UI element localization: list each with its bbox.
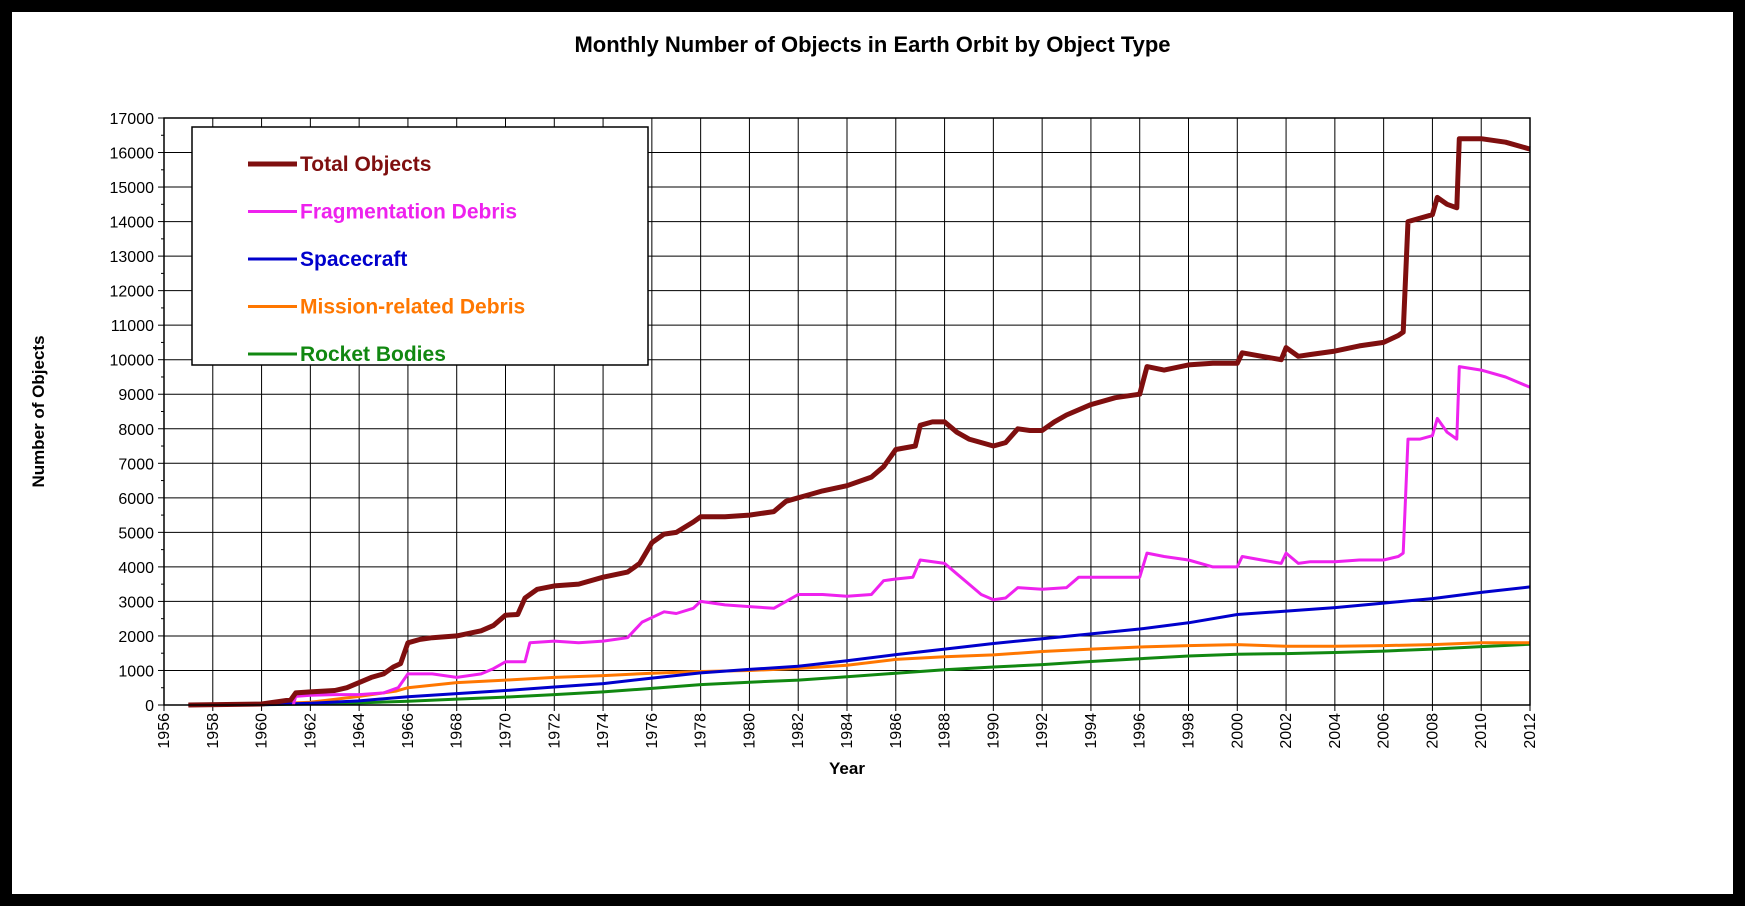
y-tick-label: 2000 [118, 629, 154, 646]
series-line-rocket-bodies [188, 642, 1531, 707]
legend-label: Spacecraft [300, 248, 407, 271]
y-tick-label: 13000 [110, 249, 155, 266]
y-tick-label: 17000 [110, 111, 155, 128]
x-tick-label: 1990 [985, 713, 1002, 749]
y-tick-label: 5000 [118, 525, 154, 542]
series-lines [188, 136, 1531, 708]
x-tick-label: 1970 [498, 713, 515, 749]
legend-label: Mission-related Debris [300, 296, 525, 319]
x-tick-label: 1974 [595, 713, 612, 749]
y-tick-label: 15000 [110, 180, 155, 197]
x-axis-ticks: 1956 1958 1960 1962 1964 1966 1968 1970 1972 1974… [156, 705, 1539, 749]
x-tick-label: 1986 [888, 713, 905, 749]
x-axis-title: Year [829, 759, 865, 778]
series-line-total-objects [188, 136, 1531, 708]
x-tick-label: 1962 [302, 713, 319, 749]
y-tick-label: 12000 [110, 284, 155, 301]
x-tick-label: 1998 [1181, 713, 1198, 749]
y-tick-label: 4000 [118, 560, 154, 577]
y-tick-label: 16000 [110, 146, 155, 163]
y-tick-label: 6000 [118, 491, 154, 508]
y-axis-title: Number of Objects [29, 335, 48, 487]
x-tick-label: 1964 [351, 713, 368, 749]
x-tick-label: 2012 [1522, 713, 1539, 749]
y-tick-label: 14000 [110, 215, 155, 232]
x-tick-label: 2004 [1327, 713, 1344, 749]
x-tick-label: 1980 [741, 713, 758, 749]
x-tick-label: 1994 [1083, 713, 1100, 749]
y-tick-label: 9000 [118, 387, 154, 404]
x-tick-label: 1976 [644, 713, 661, 749]
x-tick-label: 1988 [937, 713, 954, 749]
chart-title: Monthly Number of Objects in Earth Orbit… [574, 32, 1171, 57]
x-tick-label: 2000 [1229, 713, 1246, 749]
series-line-mission-related-debris [188, 641, 1530, 707]
y-tick-label: 8000 [118, 422, 154, 439]
line-chart: 0 1000 2000 3000 4000 5000 6000 7000 8000 9000 100… [29, 111, 1539, 778]
y-axis-ticks: 0 1000 2000 3000 4000 5000 6000 7000 8000 9000 100… [110, 111, 164, 715]
x-tick-label: 1982 [790, 713, 807, 749]
x-tick-label: 1978 [693, 713, 710, 749]
x-tick-label: 2006 [1376, 713, 1393, 749]
grid [163, 117, 1531, 706]
x-tick-label: 1984 [839, 713, 856, 749]
y-tick-label: 10000 [110, 353, 155, 370]
y-tick-label: 1000 [118, 663, 154, 680]
legend-box [191, 126, 649, 366]
chart-panel: Monthly Number of Objects in Earth Orbit… [12, 12, 1733, 894]
legend: Total Objects Fragmentation Debris Spacecr… [191, 126, 649, 366]
y-tick-label: 0 [145, 698, 154, 715]
y-tick-label: 11000 [111, 318, 154, 335]
legend-label: Total Objects [300, 153, 431, 176]
series-line-spacecraft [188, 585, 1531, 707]
x-tick-label: 2008 [1424, 713, 1441, 749]
x-tick-label: 1968 [449, 713, 466, 749]
y-tick-label: 3000 [118, 594, 154, 611]
x-tick-label: 1966 [400, 713, 417, 749]
plot-border [163, 117, 1531, 706]
x-tick-label: 1996 [1132, 713, 1149, 749]
x-tick-label: 1958 [205, 713, 222, 749]
series-line-fragmentation-debris [291, 365, 1531, 706]
x-tick-label: 2010 [1473, 713, 1490, 749]
legend-label: Fragmentation Debris [300, 201, 517, 224]
y-tick-label: 7000 [118, 456, 154, 473]
x-tick-label: 1956 [156, 713, 173, 749]
x-tick-label: 1972 [546, 713, 563, 749]
x-tick-label: 1960 [254, 713, 271, 749]
legend-label: Rocket Bodies [300, 343, 446, 366]
x-tick-label: 2002 [1278, 713, 1295, 749]
x-tick-label: 1992 [1034, 713, 1051, 749]
